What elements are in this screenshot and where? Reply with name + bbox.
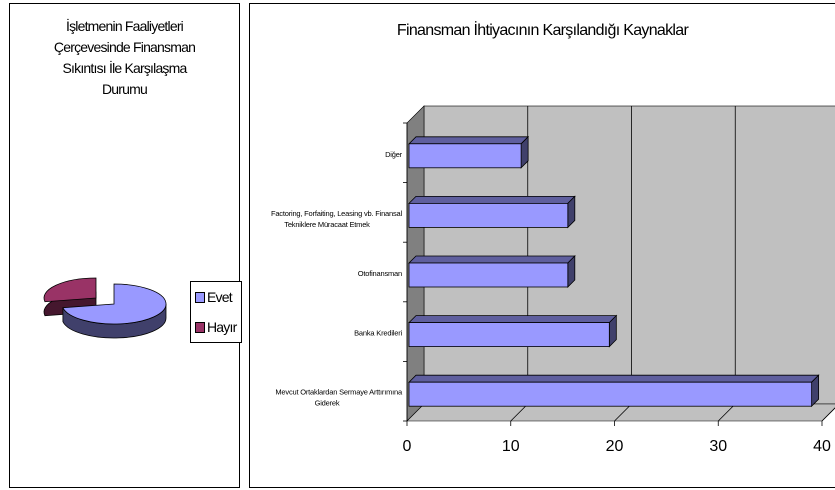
bar xyxy=(408,143,522,169)
category-label: Mevcut Ortaklardan Sermaye Arttırımına xyxy=(275,388,403,397)
pie-legend: Evet Hayır xyxy=(190,281,242,343)
x-tick-label: 20 xyxy=(606,438,624,455)
legend-item-evet: Evet xyxy=(195,288,233,306)
pie-title-line: Çerçevesinde Finansman xyxy=(53,39,196,55)
bar xyxy=(408,262,569,288)
category-label: Banka Kredileri xyxy=(354,329,402,338)
bar-chart-title: Finansman İhtiyacının Karşılandığı Kayna… xyxy=(396,22,689,39)
gridline-floor xyxy=(510,403,529,422)
legend-label-evet: Evet xyxy=(207,289,233,305)
pie-title-line: Durumu xyxy=(102,81,148,97)
bar xyxy=(408,322,610,348)
category-label: Tekniklere Müracaat Etmek xyxy=(284,220,370,229)
legend-swatch-hayir xyxy=(195,322,205,333)
legend-swatch-evet xyxy=(195,292,205,303)
category-label: Giderek xyxy=(315,399,340,408)
category-label: Diğer xyxy=(385,150,403,159)
pie-slice-evet xyxy=(62,283,167,325)
x-tick-label: 10 xyxy=(502,438,520,455)
bar xyxy=(408,381,813,407)
legend-item-hayir: Hayır xyxy=(195,318,237,336)
x-tick-label: 40 xyxy=(813,438,831,455)
bar-top xyxy=(408,195,576,204)
gridline-floor xyxy=(717,403,736,422)
pie-slice-hayir xyxy=(43,277,97,303)
pie-title-line: Sıkıntısı İle Karşılaşma xyxy=(62,60,188,76)
bar-chart: 0 10 20 30 40 Diğer Factoring, Forfaiting, Lea… xyxy=(271,105,835,455)
x-tick-label: 0 xyxy=(403,438,412,455)
x-tick-label: 30 xyxy=(709,438,727,455)
plot-floor xyxy=(406,403,835,422)
bar-top xyxy=(408,315,618,324)
pie-chart xyxy=(43,277,167,339)
category-label: Otofinansman xyxy=(358,269,402,278)
pie-chart-title: İşletmenin Faaliyetleri Çerçevesinde Fin… xyxy=(10,16,239,100)
bar-top xyxy=(408,374,820,383)
bar-top xyxy=(408,255,576,264)
pie-chart-panel: İşletmenin Faaliyetleri Çerçevesinde Fin… xyxy=(9,3,242,488)
legend-label-hayir: Hayır xyxy=(207,319,237,335)
category-label: Factoring, Forfaiting, Leasing vb. Finan… xyxy=(271,209,403,218)
bar-top xyxy=(408,136,530,145)
pie-title-line: İşletmenin Faaliyetleri xyxy=(66,18,184,34)
gridline-floor xyxy=(821,407,835,422)
bar-chart-panel: Finansman İhtiyacının Karşılandığı Kayna… xyxy=(249,3,835,488)
gridline-floor xyxy=(614,403,632,422)
bar xyxy=(408,202,569,228)
